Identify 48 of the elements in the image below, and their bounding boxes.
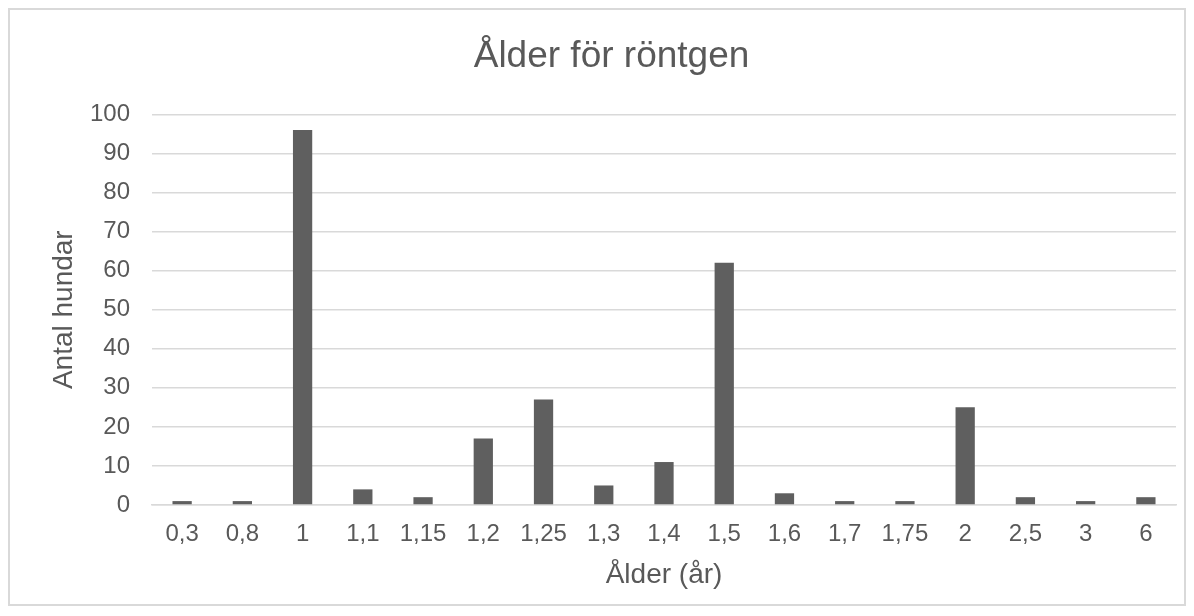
x-tick-label: 1,1 [346, 519, 380, 547]
x-tick-label: 1 [295, 519, 310, 547]
bar [654, 462, 674, 505]
bar [413, 497, 433, 505]
bar [232, 501, 252, 505]
y-tick-label: 90 [103, 138, 130, 166]
x-tick-label: 2 [958, 519, 972, 547]
x-axis-title: Ålder (år) [605, 557, 723, 589]
bar [292, 130, 313, 505]
x-tick-label: 1,6 [767, 519, 802, 547]
x-tick-label: 1,4 [647, 519, 681, 547]
bar [353, 489, 373, 505]
y-tick-label: 0 [116, 489, 130, 517]
x-tick-label: 1,15 [399, 519, 447, 547]
y-axis-title: Antal hundar [46, 230, 78, 390]
bar [835, 501, 855, 505]
x-tick-label: 6 [1139, 519, 1153, 547]
bar [895, 501, 915, 505]
x-tick-label: 3 [1078, 519, 1093, 547]
y-tick-label: 30 [103, 372, 130, 400]
y-tick-label: 80 [103, 177, 130, 205]
y-tick-label: 60 [103, 255, 130, 283]
y-tick-label: 70 [103, 216, 130, 244]
y-tick-label: 50 [103, 294, 130, 322]
y-tick-label: 40 [103, 333, 130, 361]
y-tick-label: 10 [103, 450, 130, 478]
y-tick-label: 20 [103, 411, 130, 439]
bar [594, 485, 614, 505]
x-tick-label: 1,5 [707, 519, 741, 547]
bar [774, 493, 795, 505]
bar [533, 399, 554, 505]
x-tick-label: 1,25 [520, 519, 567, 547]
bar [955, 407, 975, 505]
x-tick-label: 1,75 [881, 519, 929, 547]
y-tick-label: 100 [89, 99, 130, 127]
x-tick-label: 0,8 [225, 519, 260, 547]
chart-title: Ålder för röntgen [473, 34, 750, 76]
bar [473, 438, 493, 505]
x-tick-label: 1,7 [828, 519, 862, 547]
x-tick-label: 2,5 [1008, 519, 1043, 547]
bar [1076, 501, 1096, 505]
bar [714, 262, 734, 505]
bar [1136, 497, 1156, 505]
bar [172, 501, 192, 505]
x-tick-label: 1,2 [466, 519, 500, 547]
x-tick-label: 0,3 [165, 519, 199, 547]
bar [1015, 497, 1036, 505]
x-tick-label: 1,3 [587, 519, 621, 547]
